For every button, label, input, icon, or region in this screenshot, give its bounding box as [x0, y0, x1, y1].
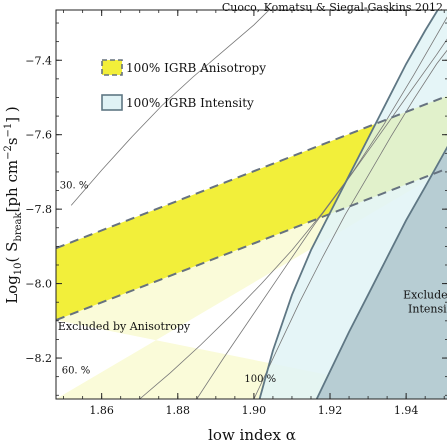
x-tick-label-1: 1.88 [166, 404, 191, 417]
y-label-s: ( S [3, 242, 21, 263]
x-tick-label-4: 1.94 [394, 404, 419, 417]
y-tick-label-3: −7.6 [25, 129, 52, 142]
contour-label-3: 100 % [244, 374, 276, 385]
anisotropy-upper-edge [56, 94, 447, 250]
x-axis-ticks: 1.86 1.88 1.90 1.92 1.94 [63, 10, 445, 417]
annotation-excluded-by-anisotropy: Excluded by Anisotropy [58, 320, 191, 333]
y-tick-label-4: −7.4 [25, 54, 52, 67]
annotation-excluded-by: Excluded by [403, 288, 447, 301]
y-tick-label-0: −8.2 [25, 352, 52, 365]
x-tick-label-3: 1.92 [318, 404, 343, 417]
y-label-units: [ph cm [3, 160, 21, 213]
y-tick-label-1: −8.0 [25, 278, 52, 291]
y-label-log: Log [3, 275, 21, 304]
x-tick-label-0: 1.86 [89, 404, 114, 417]
y-label-units-sup1: −2 [3, 145, 14, 160]
y-label-s-sub: break [13, 211, 24, 241]
legend-label-anisotropy: 100% IGRB Anisotropy [126, 61, 266, 75]
y-axis-label: Log10( Sbreak[ph cm−2s−1] ) [3, 106, 24, 304]
annotation-intensity: Intensity [408, 302, 447, 315]
contour-label-2: 60. % [62, 366, 91, 377]
legend: 100% IGRB Anisotropy 100% IGRB Intensity [101, 59, 266, 111]
plot-area [56, 10, 447, 399]
y-axis-ticks: −8.2 −8.0 −7.8 −7.6 −7.4 [25, 22, 447, 396]
region-bottom-right [316, 147, 447, 399]
y-label-units-sup2: −1 [3, 123, 14, 138]
y-label-log-sub: 10 [13, 262, 24, 275]
anisotropy-lower-edge [56, 167, 447, 322]
figure-credit: Cuoco, Komatsu & Siegal-Gaskins 2012 [222, 1, 443, 14]
legend-swatch-anisotropy [101, 59, 123, 76]
intensity-boundary-line [258, 10, 439, 399]
contour-label-0: 30. % [60, 181, 89, 192]
y-tick-label-2: −7.8 [25, 203, 52, 216]
contour-line-3 [253, 49, 447, 399]
plot-frame [55, 9, 447, 400]
contour-line-2 [196, 38, 447, 399]
bottom-right-boundary-line [315, 145, 447, 399]
contour-line-0 [70, 10, 270, 206]
y-label-close: ] ) [3, 106, 21, 122]
y-label-units-s: s [3, 137, 21, 145]
legend-swatch-intensity [101, 94, 123, 111]
legend-label-intensity: 100% IGRB Intensity [126, 96, 254, 110]
contour-line-1 [139, 16, 447, 399]
region-anisotropy-band [56, 95, 447, 321]
x-axis-label: low index α [208, 426, 296, 444]
x-tick-label-2: 1.90 [242, 404, 267, 417]
